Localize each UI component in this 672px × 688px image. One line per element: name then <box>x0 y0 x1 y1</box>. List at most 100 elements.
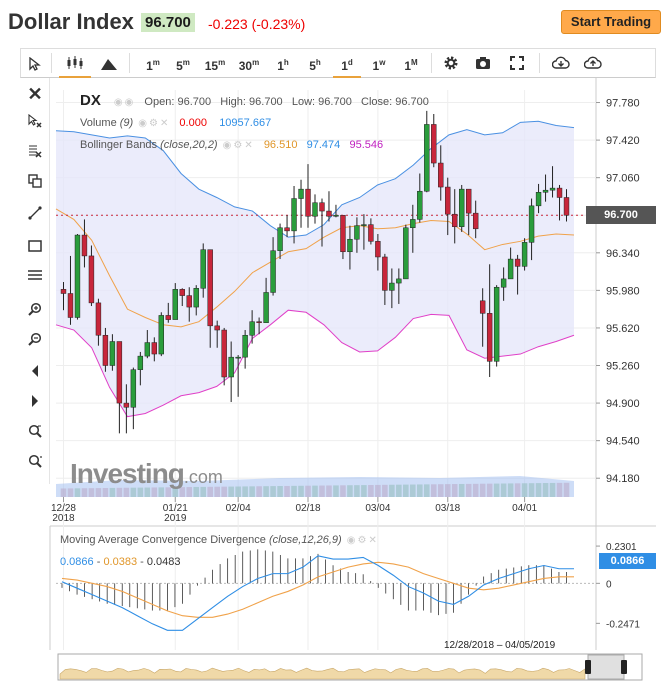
cursor-icon[interactable] <box>25 49 45 78</box>
cloud-download-icon[interactable] <box>549 49 573 78</box>
bb-settings-icon[interactable]: ◉⚙✕ <box>222 140 255 151</box>
candle-body <box>179 289 185 296</box>
candle-body <box>158 315 164 355</box>
mountain-chart-icon[interactable] <box>97 49 121 78</box>
candle-body <box>60 289 67 294</box>
visibility-icon[interactable]: ◉◉ <box>113 97 136 108</box>
volume-area <box>56 476 574 497</box>
interval-1h[interactable]: 1h <box>277 58 289 73</box>
candle-body <box>403 227 409 280</box>
candle-body <box>382 256 388 291</box>
candle-body <box>200 249 206 289</box>
candle-body <box>354 225 360 240</box>
candle-body <box>486 313 493 362</box>
gear-icon[interactable] <box>439 49 463 78</box>
candle-body <box>235 356 241 359</box>
zoom-out-icon[interactable] <box>25 332 45 352</box>
candle-body <box>242 334 248 358</box>
camera-icon[interactable] <box>471 49 495 78</box>
trendline-icon[interactable] <box>25 206 45 226</box>
candle-body <box>305 188 311 217</box>
cloud-upload-icon[interactable] <box>581 49 605 78</box>
volume-value-2: 10957.667 <box>219 117 272 129</box>
candle-body <box>193 288 199 308</box>
fullscreen-icon[interactable] <box>505 49 529 78</box>
candle-body <box>151 342 158 355</box>
scroll-right-icon[interactable] <box>25 394 45 414</box>
interval-1m[interactable]: 1m <box>146 58 160 73</box>
zoom-reset-icon[interactable] <box>25 454 45 474</box>
candle-body <box>410 219 416 229</box>
candle-body <box>507 258 514 280</box>
candle-body <box>277 227 283 251</box>
candle-body <box>466 188 472 214</box>
navigator-series <box>59 667 586 680</box>
candle-body <box>312 202 318 217</box>
close-value: 96.700 <box>395 96 429 108</box>
interval-30m[interactable]: 30m <box>238 58 260 73</box>
macd-legend: Moving Average Convergence Divergence (c… <box>60 534 385 546</box>
price-tick-label: 94.540 <box>606 436 640 448</box>
candle-body <box>535 192 542 207</box>
candle-body <box>172 289 178 320</box>
rectangle-icon[interactable] <box>25 238 45 258</box>
close-x-icon[interactable]: ✕ <box>27 84 43 104</box>
macd-values: 0.0866 - 0.0383 - 0.0483 <box>60 556 181 568</box>
high-value: 96.700 <box>249 96 283 108</box>
price-tick-label: 97.420 <box>606 135 640 147</box>
chart-area[interactable]: 97.780 97.420 97.060 96.700 96.340 95.980 95.6… <box>0 78 672 688</box>
candle-body <box>431 124 437 164</box>
candle-body <box>67 293 74 318</box>
candle-body <box>228 356 234 378</box>
candle-body <box>95 302 102 336</box>
candle-body <box>116 341 123 404</box>
candle-body <box>493 286 500 362</box>
zoom-fit-icon[interactable] <box>25 424 45 444</box>
price-tick-label: 96.340 <box>606 248 640 260</box>
candle-body <box>479 300 486 314</box>
candle-body <box>284 227 290 232</box>
drawing-tools-sidebar: ✕ <box>20 78 50 484</box>
macd-label: Moving Average Convergence Divergence <box>60 534 266 546</box>
candle-body <box>368 224 374 242</box>
low-label: Low: <box>291 96 316 108</box>
bb-lower-value: 95.546 <box>349 139 384 151</box>
volume-settings-icon[interactable]: ◉⚙✕ <box>138 118 171 129</box>
instrument-header: Dollar Index 96.700 -0.223 (-0.23%) Star… <box>0 0 672 44</box>
interval-15m[interactable]: 15m <box>204 58 226 73</box>
macd-settings-icon[interactable]: ◉⚙✕ <box>346 535 379 546</box>
navigator-range: 12/28/2018 – 04/05/2019 <box>444 640 556 651</box>
interval-1w[interactable]: 1w <box>372 58 386 73</box>
candle-body <box>263 292 269 323</box>
fib-icon[interactable] <box>25 144 45 164</box>
investing-logo: Investing.com <box>70 458 223 489</box>
start-trading-button[interactable]: Start Trading <box>561 10 661 34</box>
candlestick-icon[interactable] <box>59 49 91 78</box>
interval-1M[interactable]: 1M <box>404 58 418 73</box>
macd-value-tag: 0.0866 <box>599 553 656 569</box>
price-tick-label: 97.060 <box>606 173 640 185</box>
price-chart[interactable]: 97.780 97.420 97.060 96.700 96.340 95.980 95.6… <box>0 78 672 688</box>
layers-icon[interactable] <box>25 174 45 194</box>
interval-5h[interactable]: 5h <box>309 58 321 73</box>
candle-body <box>109 341 116 366</box>
macd-param: (close,12,26,9) <box>268 534 342 546</box>
time-tick-label: 04/01 <box>512 503 537 514</box>
candle-body <box>270 250 276 293</box>
price-tick-label: 97.780 <box>606 98 640 110</box>
candle-body <box>542 189 549 193</box>
zoom-in-icon[interactable] <box>25 302 45 322</box>
candle-body <box>452 213 458 227</box>
time-tick-label: 03/18 <box>435 503 460 514</box>
candle-body <box>326 210 332 217</box>
candle-body <box>549 187 556 191</box>
interval-5m[interactable]: 5m <box>176 58 190 73</box>
candle-body <box>500 278 507 288</box>
interval-1d[interactable]: 1d <box>333 49 361 78</box>
price-tick-label: 94.900 <box>606 398 640 410</box>
scroll-left-icon[interactable] <box>25 364 45 384</box>
bb-label: Bollinger Bands <box>80 139 158 151</box>
crosshair-icon[interactable] <box>25 113 45 134</box>
hlines-icon[interactable] <box>25 268 45 288</box>
candle-body <box>291 198 297 232</box>
